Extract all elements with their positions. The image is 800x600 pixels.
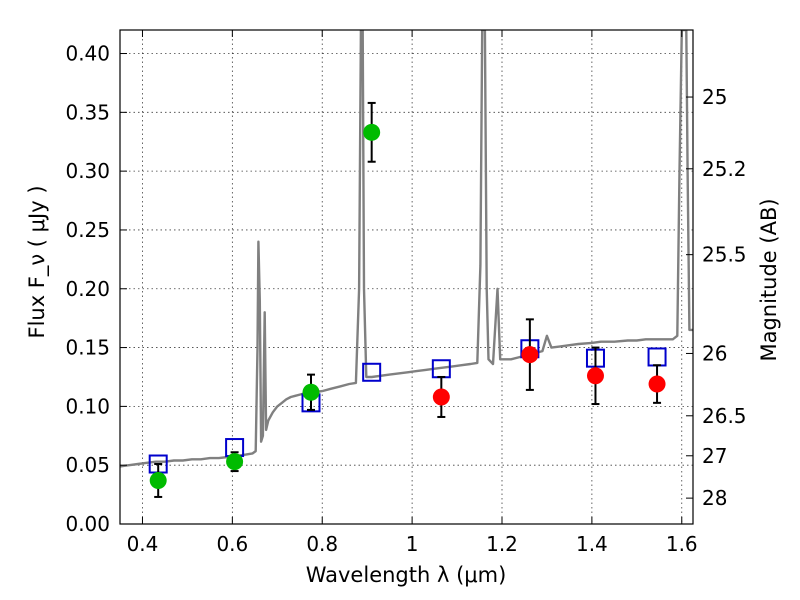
y-tick-label: 0.30	[65, 159, 110, 183]
flux-marker	[521, 346, 539, 364]
y-tick-label: 0.10	[65, 394, 110, 418]
observed-point	[521, 318, 539, 391]
axis-ticks: 0.4 0.6 0.8 1 1.2 1.4 1.6 0.00 0.05 0.10 0.15 0.20 0…	[65, 30, 747, 556]
model-flux-box	[362, 362, 382, 382]
flux-marker	[648, 375, 666, 393]
y2-tick-label: 28	[702, 486, 727, 510]
y-tick-label: 0.25	[65, 218, 110, 242]
x-tick-label: 1.6	[666, 532, 698, 556]
y2-tick-label: 27	[702, 444, 727, 468]
y-tick-label: 0.00	[65, 512, 110, 536]
observed-point	[149, 463, 167, 498]
plot-area	[120, 30, 693, 498]
y2-tick-label: 25.5	[702, 243, 747, 267]
plot-frame	[119, 29, 694, 525]
flux-marker	[226, 453, 244, 471]
y2-tick-label: 25	[702, 85, 727, 109]
y-axis-label: Flux F_ν ( μJy )	[25, 185, 50, 338]
x-tick-label: 0.8	[306, 532, 338, 556]
y2-tick-label: 25.2	[702, 157, 747, 181]
observed-flux-points	[149, 101, 666, 498]
model-flux-box	[647, 347, 667, 367]
y-tick-label: 0.15	[65, 336, 110, 360]
x-tick-label: 0.6	[216, 532, 248, 556]
x-axis-label: Wavelength λ (μm)	[306, 563, 507, 587]
y-tick-label: 0.05	[65, 453, 110, 477]
y-tick-label: 0.35	[65, 100, 110, 124]
observed-point	[363, 101, 381, 163]
y2-tick-label: 26	[702, 341, 727, 365]
observed-point	[302, 373, 320, 411]
flux-marker	[302, 383, 320, 401]
observed-point	[432, 375, 450, 418]
x-tick-label: 1	[406, 532, 419, 556]
flux-marker	[149, 471, 167, 489]
flux-marker	[432, 388, 450, 406]
observed-point	[586, 346, 604, 406]
flux-marker	[586, 367, 604, 385]
x-tick-label: 1.2	[486, 532, 518, 556]
x-tick-label: 1.4	[576, 532, 608, 556]
y2-axis-label: Magnitude (AB)	[757, 198, 781, 361]
y-tick-label: 0.40	[65, 42, 110, 66]
observed-point	[226, 451, 244, 473]
x-tick-label: 0.4	[127, 532, 159, 556]
model-spectrum-line	[120, 30, 693, 468]
grid-lines	[120, 30, 693, 525]
y2-tick-label: 26.5	[702, 404, 747, 428]
observed-point	[648, 364, 666, 404]
flux-marker	[363, 123, 381, 141]
y-tick-label: 0.20	[65, 277, 110, 301]
